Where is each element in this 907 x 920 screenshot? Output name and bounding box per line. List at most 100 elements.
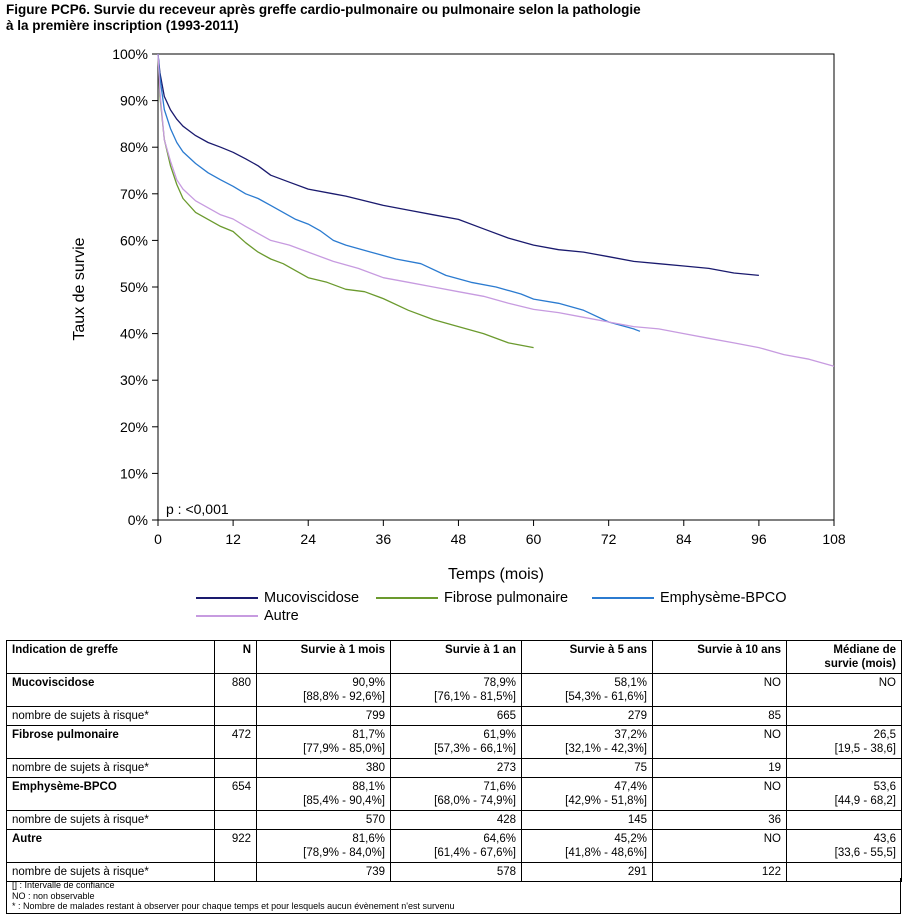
table-row: Fibrose pulmonaire 472 81,7% [77,9% - 85,0%… (6, 725, 902, 759)
cell-m1: 90,9% [88,8% - 92,6%] (256, 673, 391, 707)
cell-confidence-interval: [54,3% - 61,6%] (565, 691, 647, 703)
table-row: Emphysème-BPCO 654 88,1% [85,4% - 90,4%] 71,… (6, 777, 902, 811)
cell-y5: 47,4% [42,9% - 51,8%] (521, 777, 653, 811)
cell-r2: 665 (390, 706, 522, 726)
cell-confidence-interval: [42,9% - 51,8%] (565, 795, 647, 807)
cell-m1: 88,1% [85,4% - 90,4%] (256, 777, 391, 811)
cell-y10: NO (652, 829, 787, 863)
cell-med: 43,6 [33,6 - 55,5] (786, 829, 902, 863)
table-notes: [] : Intervalle de confiance NO : non ob… (6, 878, 901, 914)
cell-y1: 71,6% [68,0% - 74,9%] (390, 777, 522, 811)
cell-y10: NO (652, 673, 787, 707)
legend-label-fibrose: Fibrose pulmonaire (444, 590, 569, 606)
cell-y5: 37,2% [32,1% - 42,3%] (521, 725, 653, 759)
cell-n: 472 (214, 725, 257, 759)
table-row: Mucoviscidose 880 90,9% [88,8% - 92,6%] 78,9… (6, 673, 902, 707)
cell-confidence-interval: [44,9 - 68,2] (834, 795, 896, 807)
cell-risk_label: nombre de sujets à risque* (6, 758, 215, 778)
header-mediane: Médiane de survie (mois) (786, 640, 902, 674)
cell-value: 43,6 (873, 833, 896, 845)
x-tick-label: 84 (676, 531, 692, 547)
cell-confidence-interval: [78,9% - 84,0%] (303, 847, 385, 859)
cell-r3: 145 (521, 810, 653, 830)
cell-value: Fibrose pulmonaire (12, 729, 119, 741)
cell-value: 61,9% (483, 729, 516, 741)
cell-confidence-interval: [33,6 - 55,5] (834, 847, 896, 859)
y-tick-label: 50% (120, 279, 148, 295)
y-tick-label: 30% (120, 372, 148, 388)
cell-r2: 428 (390, 810, 522, 830)
cell-value: 47,4% (614, 781, 647, 793)
cell-empty (214, 706, 257, 726)
cell-value: 71,6% (483, 781, 516, 793)
cell-y5: 45,2% [41,8% - 48,6%] (521, 829, 653, 863)
cell-value: Mucoviscidose (12, 677, 95, 689)
cell-m1: 81,7% [77,9% - 85,0%] (256, 725, 391, 759)
cell-r4: 85 (652, 706, 787, 726)
header-survie-1-mois: Survie à 1 mois (256, 640, 391, 674)
table-header-row: Indication de greffe N Survie à 1 mois S… (6, 640, 902, 674)
cell-empty (786, 810, 902, 830)
cell-risk_label: nombre de sujets à risque* (6, 810, 215, 830)
legend-item-autre: Autre (196, 608, 299, 624)
cell-r3: 291 (521, 862, 653, 882)
table-row-risk: nombre de sujets à risque* 380 273 75 19 (6, 758, 902, 778)
cell-label: Fibrose pulmonaire (6, 725, 215, 759)
cell-empty (786, 862, 902, 882)
y-tick-label: 90% (120, 93, 148, 109)
cell-y5: 58,1% [54,3% - 61,6%] (521, 673, 653, 707)
cell-y10: NO (652, 725, 787, 759)
x-tick-label: 24 (300, 531, 316, 547)
cell-value: 37,2% (614, 729, 647, 741)
cell-r1: 739 (256, 862, 391, 882)
table-row-risk: nombre de sujets à risque* 799 665 279 85 (6, 706, 902, 726)
x-axis: 0 12 24 36 48 60 72 84 96 108 (154, 520, 846, 547)
note-ci: [] : Intervalle de confiance (12, 880, 115, 890)
cell-value: 880 (231, 677, 251, 689)
series-line-autre (157, 53, 835, 367)
cell-value: 88,1% (352, 781, 385, 793)
cell-med: NO (786, 673, 902, 707)
header-mediane-line-1: Médiane de (833, 644, 896, 656)
x-tick-label: 48 (451, 531, 467, 547)
x-tick-label: 36 (376, 531, 392, 547)
cell-value: NO (763, 677, 781, 689)
cell-y10: NO (652, 777, 787, 811)
figure-title: Figure PCP6. Survie du receveur après gr… (6, 2, 641, 34)
title-line-1: Figure PCP6. Survie du receveur après gr… (6, 2, 641, 17)
cell-value: 78,9% (483, 677, 516, 689)
legend-label-autre: Autre (264, 608, 299, 624)
cell-empty (214, 810, 257, 830)
y-tick-label: 40% (120, 326, 148, 342)
title-line-2: à la première inscription (1993-2011) (6, 18, 239, 33)
cell-n: 880 (214, 673, 257, 707)
cell-empty (786, 758, 902, 778)
x-tick-label: 60 (526, 531, 542, 547)
x-tick-label: 12 (225, 531, 241, 547)
cell-r1: 570 (256, 810, 391, 830)
cell-empty (214, 758, 257, 778)
table-row: Autre 922 81,6% [78,9% - 84,0%] 64,6% [61,4% … (6, 829, 902, 863)
cell-value: NO (763, 833, 781, 845)
cell-value: 81,6% (352, 833, 385, 845)
cell-value: NO (763, 729, 781, 741)
series-line-fibrose-pulmonaire (157, 53, 534, 349)
cell-confidence-interval: [88,8% - 92,6%] (303, 691, 385, 703)
cell-y1: 64,6% [61,4% - 67,6%] (390, 829, 522, 863)
cell-r2: 273 (390, 758, 522, 778)
legend-swatch-emphyseme (592, 597, 654, 599)
cell-confidence-interval: [68,0% - 74,9%] (434, 795, 516, 807)
cell-value: 90,9% (352, 677, 385, 689)
cell-value: 472 (231, 729, 251, 741)
legend-label-emphyseme: Emphysème-BPCO (660, 590, 787, 606)
y-tick-label: 60% (120, 232, 148, 248)
x-tick-label: 108 (822, 531, 846, 547)
cell-r2: 578 (390, 862, 522, 882)
y-tick-label: 80% (120, 139, 148, 155)
cell-n: 654 (214, 777, 257, 811)
cell-confidence-interval: [76,1% - 81,5%] (434, 691, 516, 703)
y-axis: 0% 10% 20% 30% 40% 50% 60% 70% 80% 90% 100% (112, 46, 158, 528)
cell-r4: 36 (652, 810, 787, 830)
cell-value: 45,2% (614, 833, 647, 845)
legend-item-fibrose: Fibrose pulmonaire (376, 590, 568, 606)
